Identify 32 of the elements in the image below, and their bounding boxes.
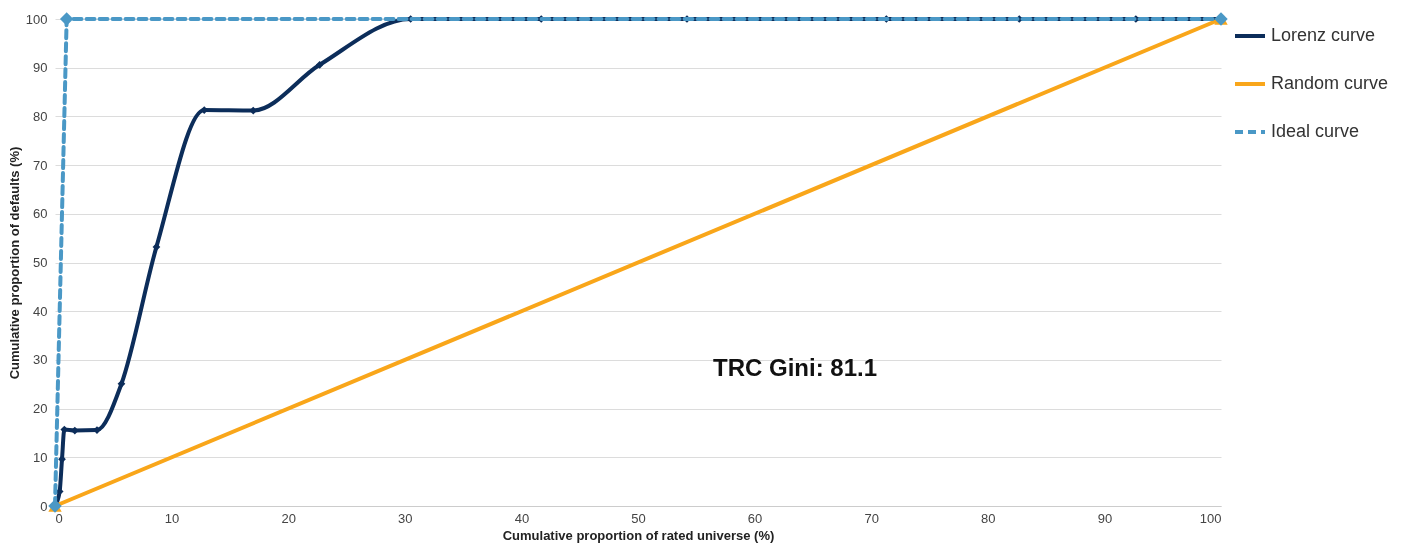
annotation: TRC Gini: 81.1 — [712, 354, 878, 381]
y-tick-label: 70 — [33, 157, 48, 173]
x-tick-label: 100 — [1199, 510, 1222, 526]
y-tick-label: 10 — [33, 449, 48, 465]
x-tick-label: 0 — [55, 510, 63, 526]
legend-label: Random curve — [1271, 73, 1389, 93]
point — [315, 60, 324, 69]
x-tick-label: 40 — [514, 510, 530, 526]
y-tick-label: 20 — [33, 401, 48, 417]
x-tick-label: 80 — [981, 510, 996, 526]
x-tick-label: 50 — [631, 510, 646, 526]
legend-label: Lorenz curve — [1271, 25, 1376, 45]
x-tick-label: 90 — [1097, 510, 1113, 526]
point — [152, 243, 161, 251]
legend-label: Ideal curve — [1271, 121, 1360, 141]
y-tick-label: 30 — [33, 352, 48, 368]
x-tick-label: 60 — [747, 510, 763, 526]
y-axis-title: Cumulative proportion of defaults (%) — [6, 146, 22, 380]
y-tick-label: 40 — [33, 303, 48, 319]
y-tick-label: 80 — [33, 108, 48, 124]
x-axis-title: Cumulative proportion of rated universe (%) — [502, 527, 775, 543]
point — [117, 379, 126, 388]
y-tick-label: 100 — [25, 11, 48, 27]
x-tick-label: 20 — [281, 510, 296, 526]
x-tick-label: 30 — [398, 510, 413, 526]
y-tick-label: 60 — [33, 206, 48, 222]
x-tick-label: 70 — [864, 510, 879, 526]
x-tick-label: 10 — [164, 510, 180, 526]
y-tick-label: 50 — [33, 255, 48, 270]
y-tick-label: 0 — [40, 498, 48, 514]
point — [59, 12, 74, 26]
y-tick-label: 90 — [33, 60, 48, 76]
